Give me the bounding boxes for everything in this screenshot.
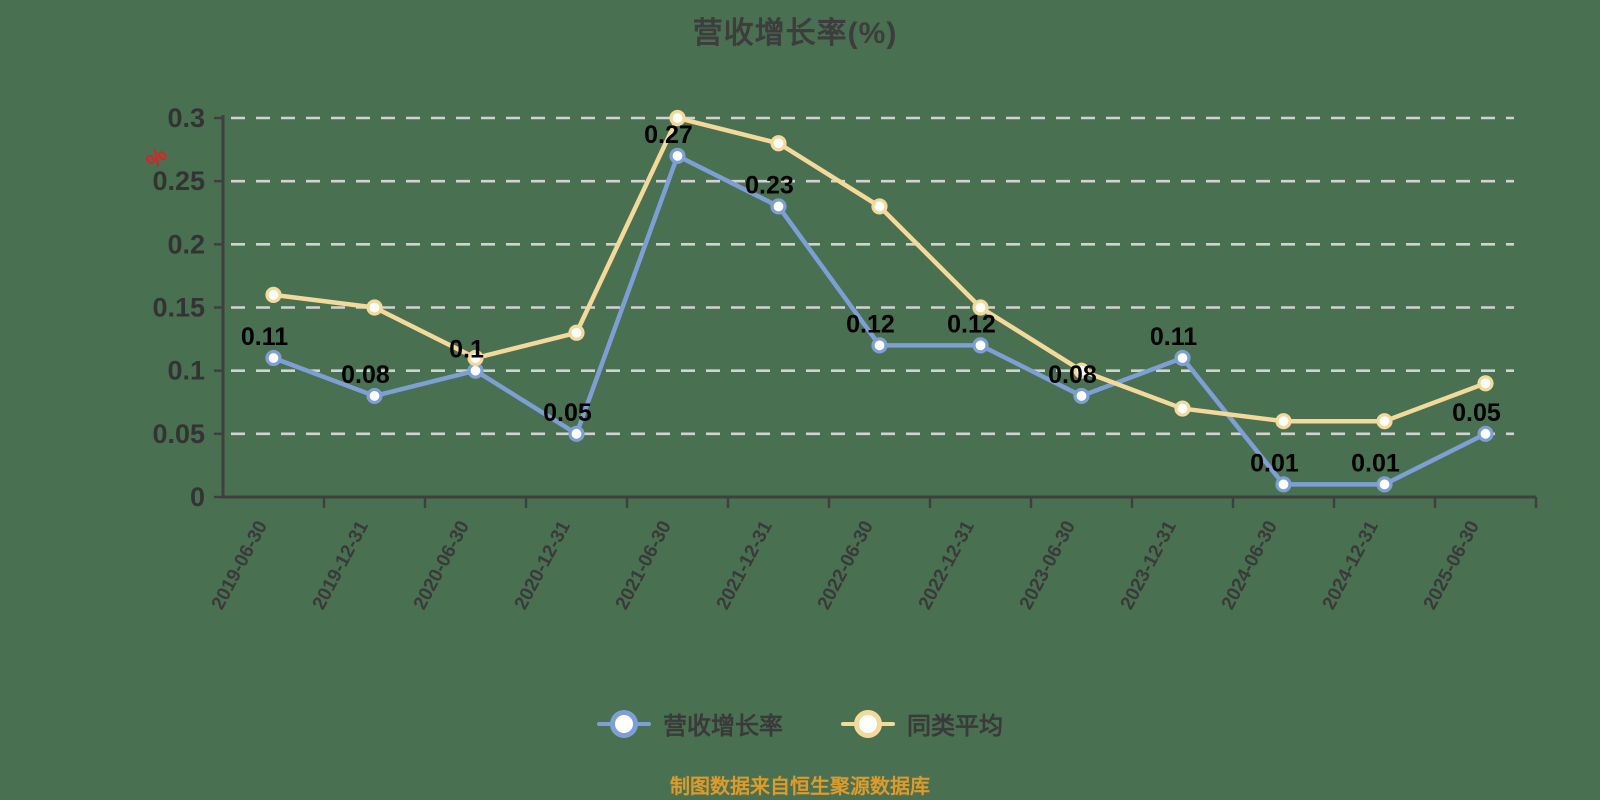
data-point[interactable] (568, 425, 585, 442)
data-label: 0.1 (449, 336, 484, 364)
legend-item-revenue-growth[interactable]: 营收增长率 (597, 706, 783, 741)
data-label: 0.01 (1250, 449, 1299, 477)
data-label: 0.11 (241, 323, 288, 351)
x-axis-label: 2025-06-30 (1420, 517, 1484, 613)
legend-marker-icon (597, 709, 651, 738)
y-axis-label: 0.1 (167, 356, 205, 386)
data-point[interactable] (467, 349, 484, 367)
y-axis-label: 0.15 (152, 293, 205, 323)
data-label: 0.08 (341, 361, 390, 389)
data-point[interactable] (770, 198, 787, 215)
x-axis-label: 2021-06-30 (612, 517, 676, 613)
data-label: 0.01 (1351, 449, 1400, 477)
data-point[interactable] (1174, 400, 1191, 417)
data-point[interactable] (568, 324, 585, 341)
data-point[interactable] (1376, 476, 1393, 493)
x-axis-label: 2023-06-30 (1016, 517, 1080, 613)
data-point[interactable] (1275, 476, 1292, 493)
data-label: 0.12 (947, 310, 996, 338)
data-point[interactable] (1174, 349, 1191, 367)
legend-label: 同类平均 (907, 713, 1003, 740)
data-label: 0.12 (846, 310, 895, 338)
data-point[interactable] (265, 286, 282, 303)
data-label: 0.11 (1150, 323, 1197, 351)
x-axis-label: 2021-12-31 (713, 517, 777, 613)
y-axis-label: 0.05 (152, 419, 205, 449)
x-axis-label: 2024-06-30 (1218, 517, 1282, 613)
data-point[interactable] (770, 135, 787, 152)
data-source-caption: 制图数据来自恒生聚源数据库 (670, 776, 930, 798)
data-label: 0.08 (1048, 361, 1097, 389)
data-point[interactable] (669, 109, 686, 127)
x-axis-label: 2020-12-31 (511, 517, 575, 613)
data-point[interactable] (1477, 425, 1494, 442)
data-point[interactable] (1477, 375, 1494, 392)
x-axis-label: 2019-06-30 (208, 517, 272, 613)
data-point[interactable] (972, 299, 989, 316)
data-point[interactable] (972, 337, 989, 354)
data-point[interactable] (1073, 362, 1090, 379)
data-label: 0.05 (1452, 399, 1501, 427)
x-axis-label: 2024-12-31 (1319, 517, 1383, 613)
y-axis-label: 0.2 (167, 229, 205, 259)
data-label: 0.05 (543, 399, 592, 427)
data-point[interactable] (366, 387, 383, 405)
data-point[interactable] (669, 147, 686, 164)
data-point[interactable] (265, 349, 282, 367)
data-point[interactable] (871, 198, 888, 215)
y-axis-label: 0.3 (167, 103, 205, 133)
legend-label: 营收增长率 (663, 713, 783, 740)
data-label: 0.23 (745, 171, 794, 199)
data-point[interactable] (1073, 387, 1090, 405)
data-point[interactable] (1376, 413, 1393, 430)
x-axis-label: 2022-12-31 (915, 517, 979, 613)
x-axis-label: 2020-06-30 (410, 517, 474, 613)
data-label: 0.27 (644, 121, 693, 149)
y-axis-label: 0 (190, 482, 205, 512)
chart-title: 营收增长率(%) (692, 17, 898, 50)
legend: 营收增长率 同类平均 (0, 706, 1600, 741)
y-axis-label: 0.25 (152, 166, 205, 196)
data-point[interactable] (366, 299, 383, 316)
legend-item-peer-average[interactable]: 同类平均 (841, 706, 1003, 741)
data-point[interactable] (1275, 413, 1292, 430)
x-axis-label: 2022-06-30 (814, 517, 878, 613)
legend-marker-icon (841, 709, 895, 738)
data-point[interactable] (871, 337, 888, 354)
x-axis-label: 2019-12-31 (309, 517, 373, 613)
x-axis-label: 2023-12-31 (1117, 517, 1181, 613)
